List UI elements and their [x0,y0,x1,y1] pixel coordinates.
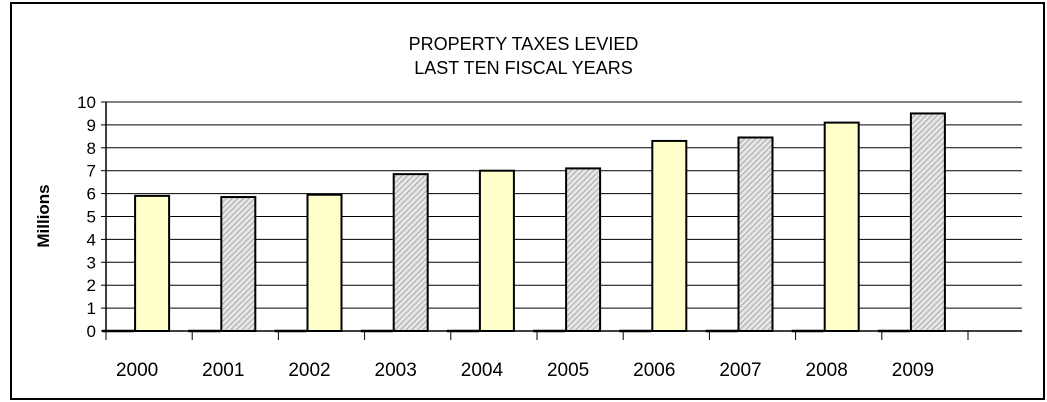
bar-2005 [565,167,602,332]
y-tick-label: 5 [87,208,96,227]
bar-2006 [651,139,688,332]
x-tick-label: 2007 [719,360,761,381]
chart-frame [10,2,1045,400]
bar-2001 [220,196,257,332]
x-tick-label: 2009 [892,360,934,381]
y-tick-label: 9 [87,116,96,135]
bar-2003 [392,173,429,332]
x-tick-label: 2008 [806,360,848,381]
chart-title: PROPERTY TAXES LEVIED [408,34,639,54]
y-tick-label: 2 [87,276,96,295]
y-tick-label: 7 [87,162,96,181]
y-tick-label: 10 [77,93,96,112]
x-tick-label: 2006 [633,360,675,381]
y-tick-label: 6 [87,185,96,204]
x-tick-label: 2001 [202,360,244,381]
x-tick-label: 2005 [547,360,589,381]
y-tick-label: 1 [87,299,96,318]
bar-2004 [478,169,515,332]
y-tick-label: 8 [87,139,96,158]
chart-subtitle: LAST TEN FISCAL YEARS [414,58,633,78]
x-tick-label: 2000 [116,360,158,381]
bar-2000 [134,194,171,332]
bar-2002 [306,193,343,332]
x-tick-label: 2004 [461,360,504,381]
y-tick-label: 4 [87,230,96,249]
y-tick-label: 0 [87,322,96,341]
bar-2007 [737,136,774,332]
x-tick-label: 2003 [375,360,417,381]
y-tick-label: 3 [87,253,96,272]
bar-2009 [909,112,946,332]
bar-2008 [823,121,860,332]
x-tick-label: 2002 [288,360,330,381]
